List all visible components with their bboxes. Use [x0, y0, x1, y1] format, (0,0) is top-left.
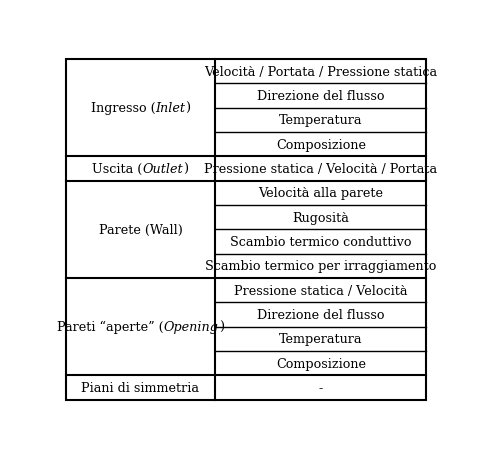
Text: -: - — [319, 381, 323, 394]
Text: Direzione del flusso: Direzione del flusso — [257, 90, 384, 103]
Text: Composizione: Composizione — [276, 357, 366, 370]
Text: Outlet: Outlet — [143, 162, 183, 176]
Text: ): ) — [183, 162, 189, 176]
Text: ): ) — [185, 102, 191, 115]
Text: Opening: Opening — [164, 320, 219, 334]
Text: Temperatura: Temperatura — [279, 114, 362, 127]
Text: Composizione: Composizione — [276, 138, 366, 152]
Text: Ingresso (: Ingresso ( — [91, 102, 155, 115]
Text: Direzione del flusso: Direzione del flusso — [257, 308, 384, 321]
Text: Inlet: Inlet — [155, 102, 185, 115]
Text: Pressione statica / Velocità / Portata: Pressione statica / Velocità / Portata — [204, 162, 437, 176]
Text: Temperatura: Temperatura — [279, 333, 362, 345]
Text: Pressione statica / Velocità: Pressione statica / Velocità — [234, 284, 408, 297]
Text: Uscita (: Uscita ( — [93, 162, 143, 176]
Text: Rugosità: Rugosità — [292, 211, 349, 224]
Text: Piani di simmetria: Piani di simmetria — [82, 381, 200, 394]
Text: Velocità / Portata / Pressione statica: Velocità / Portata / Pressione statica — [204, 66, 437, 78]
Text: Velocità alla parete: Velocità alla parete — [258, 187, 384, 200]
Text: Pareti “aperte” (: Pareti “aperte” ( — [57, 320, 164, 334]
Text: Scambio termico conduttivo: Scambio termico conduttivo — [230, 235, 412, 248]
Text: Scambio termico per irraggiamento: Scambio termico per irraggiamento — [205, 260, 437, 273]
Text: Parete (Wall): Parete (Wall) — [98, 223, 182, 236]
Text: ): ) — [219, 320, 224, 334]
